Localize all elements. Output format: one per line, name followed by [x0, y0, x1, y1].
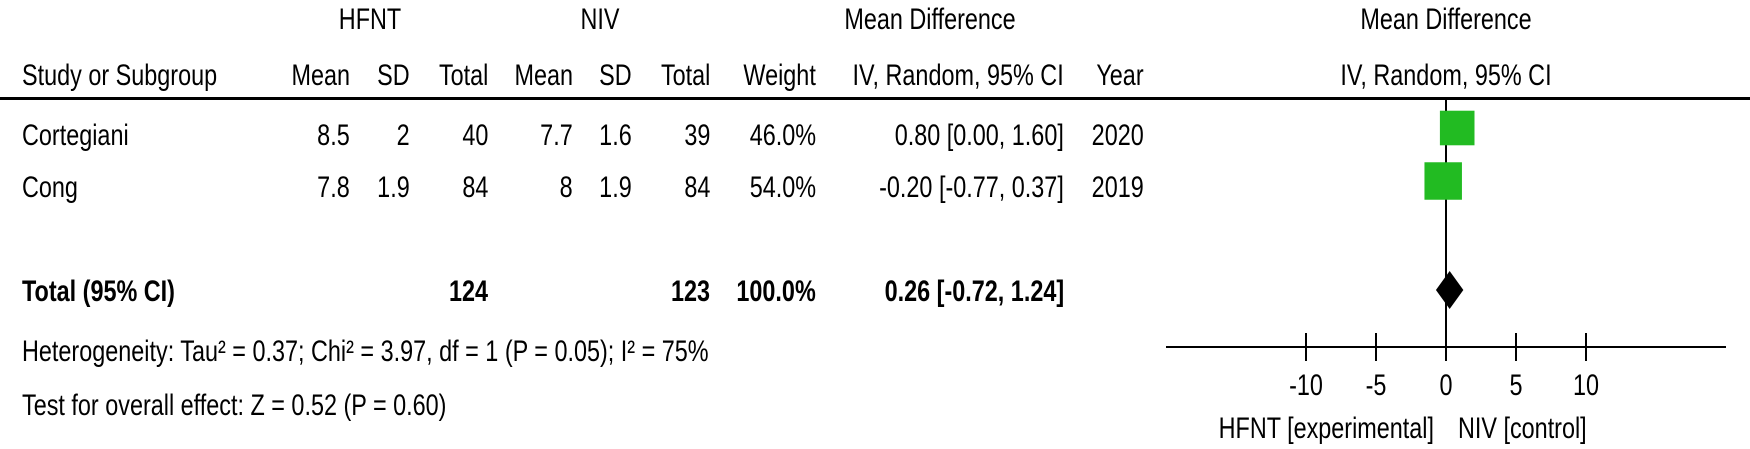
x-tick-label: -5	[1366, 368, 1387, 401]
col-ctl-mean: Mean	[514, 59, 573, 92]
x-label-experimental: HFNT [experimental]	[1219, 411, 1434, 444]
overall-effect-text: Test for overall effect: Z = 0.52 (P = 0…	[22, 389, 447, 422]
col-study: Study or Subgroup	[22, 59, 218, 92]
total-effect: 0.26 [-0.72, 1.24]	[884, 275, 1064, 308]
x-tick-label: 10	[1573, 368, 1599, 401]
x-tick-label: 5	[1509, 368, 1522, 401]
header-hfnt: HFNT	[338, 3, 402, 36]
row-ctl-total: 84	[683, 171, 710, 204]
row-exp-total: 84	[461, 171, 488, 204]
col-ctl-total: Total	[660, 59, 710, 92]
row-effect: 0.80 [0.00, 1.60]	[894, 119, 1064, 152]
x-tick-label: 0	[1439, 368, 1452, 401]
heterogeneity-text: Heterogeneity: Tau² = 0.37; Chi² = 3.97,…	[22, 335, 709, 368]
col-ctl-sd: SD	[599, 59, 632, 92]
row-exp-mean: 7.8	[317, 171, 350, 204]
row-ctl-total: 39	[683, 119, 710, 152]
x-tick-label: -10	[1289, 368, 1323, 401]
row-exp-sd: 1.9	[377, 171, 410, 204]
header-mean-difference: Mean Difference	[844, 3, 1016, 36]
row-year: 2020	[1091, 119, 1144, 152]
col-exp-mean: Mean	[291, 59, 350, 92]
row-ctl-sd: 1.9	[599, 171, 632, 204]
row-ctl-sd: 1.6	[599, 119, 632, 152]
pooled-diamond	[1435, 271, 1464, 309]
col-exp-total: Total	[438, 59, 488, 92]
row-exp-mean: 8.5	[317, 119, 350, 152]
row-exp-sd: 2	[396, 119, 410, 152]
row-ctl-mean: 8	[559, 171, 573, 204]
study-marker	[1439, 110, 1475, 146]
x-label-control: NIV [control]	[1458, 411, 1587, 444]
col-year: Year	[1096, 59, 1144, 92]
row-weight: 46.0%	[749, 119, 816, 152]
row-effect: -0.20 [-0.77, 0.37]	[879, 171, 1064, 204]
row-exp-total: 40	[461, 119, 488, 152]
total-label: Total (95% CI)	[22, 275, 175, 308]
row-ctl-mean: 7.7	[540, 119, 573, 152]
header-rule	[0, 97, 1750, 100]
total-exp: 124	[448, 275, 488, 308]
col-plot: IV, Random, 95% CI	[1340, 59, 1552, 92]
row-study: Cortegiani	[22, 119, 129, 152]
total-weight: 100.0%	[736, 275, 816, 308]
row-weight: 54.0%	[749, 171, 816, 204]
study-marker	[1424, 162, 1462, 200]
row-study: Cong	[22, 171, 78, 204]
total-ctl: 123	[670, 275, 710, 308]
row-year: 2019	[1091, 171, 1144, 204]
col-effect: IV, Random, 95% CI	[852, 59, 1064, 92]
col-weight: Weight	[743, 59, 816, 92]
header-niv: NIV	[580, 3, 620, 36]
header-plot-mean-difference: Mean Difference	[1360, 3, 1532, 36]
col-exp-sd: SD	[377, 59, 410, 92]
